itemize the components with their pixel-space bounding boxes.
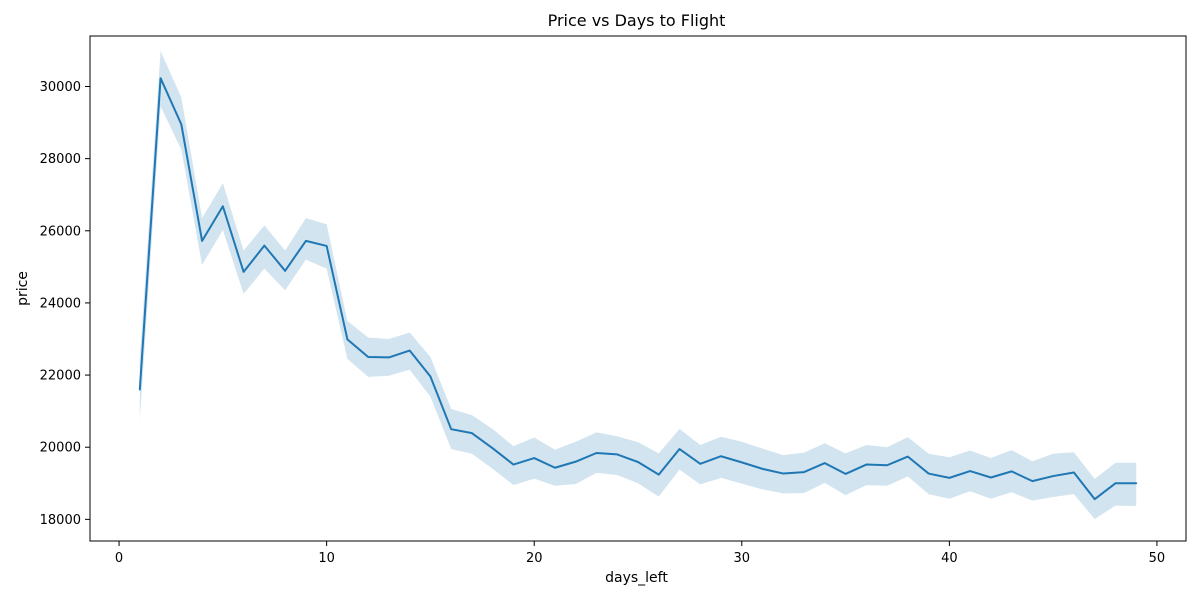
x-axis-label: days_left — [605, 570, 668, 586]
x-tick-label: 50 — [1149, 551, 1166, 566]
y-tick-label: 18000 — [40, 513, 81, 528]
y-tick-label: 24000 — [40, 296, 81, 311]
x-tick-label: 40 — [941, 551, 958, 566]
y-tick-label: 22000 — [40, 369, 81, 384]
plot-area — [138, 51, 1138, 520]
x-tick-label: 30 — [734, 551, 751, 566]
x-tick-label: 20 — [526, 551, 543, 566]
y-tick-label: 28000 — [40, 152, 81, 167]
chart-title: Price vs Days to Flight — [548, 11, 726, 30]
x-axis: 0 10 20 30 40 50 — [115, 541, 1165, 566]
y-tick-label: 30000 — [40, 80, 81, 95]
confidence-band — [139, 51, 1137, 520]
y-tick-label: 26000 — [40, 224, 81, 239]
x-tick-label: 0 — [115, 551, 123, 566]
x-tick-label: 10 — [318, 551, 335, 566]
y-axis: 18000 20000 22000 24000 26000 28000 30000 — [40, 80, 90, 528]
y-axis-label: price — [15, 271, 31, 306]
y-tick-label: 20000 — [40, 441, 81, 456]
plot-frame — [89, 35, 1187, 542]
series-line — [138, 77, 1138, 501]
